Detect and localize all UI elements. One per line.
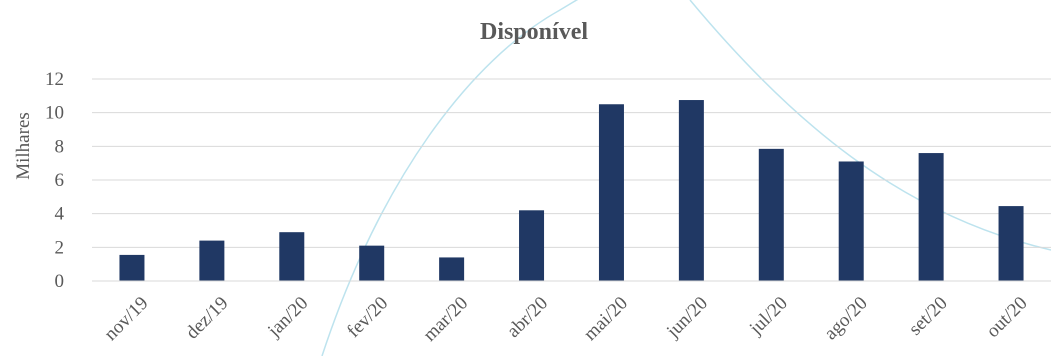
x-tick-label: mai/20 [580, 293, 632, 345]
x-axis-ticks: nov/19 dez/19 jan/20 fev/20 mar/20 abr/20 mai/… [100, 293, 1031, 346]
chart-title: Disponível [480, 19, 588, 45]
background-arc [321, 0, 1051, 356]
bar [758, 148, 784, 281]
bar [119, 254, 145, 281]
x-tick-label: ago/20 [820, 293, 871, 344]
bar [678, 100, 704, 282]
x-tick-label: out/20 [982, 293, 1031, 342]
bar [199, 240, 225, 281]
x-tick-label: nov/19 [100, 293, 152, 345]
y-tick-label: 12 [45, 69, 64, 90]
bar [359, 245, 385, 281]
x-tick-label: jul/20 [745, 293, 792, 340]
bar [998, 206, 1024, 281]
y-tick-label: 6 [55, 170, 65, 191]
x-tick-label: dez/19 [182, 293, 233, 344]
x-tick-label: fev/20 [343, 293, 392, 342]
x-tick-label: jan/20 [263, 293, 312, 342]
y-tick-label: 10 [45, 103, 64, 124]
bar [439, 257, 465, 281]
x-tick-label: mar/20 [419, 293, 472, 346]
bar [598, 104, 624, 281]
bar [918, 153, 944, 281]
y-tick-label: 4 [55, 204, 65, 225]
y-tick-label: 2 [55, 237, 65, 258]
bar [838, 161, 864, 281]
x-tick-label: jun/20 [662, 293, 712, 343]
bar [519, 210, 545, 281]
y-tick-label: 0 [55, 271, 65, 292]
y-axis-ticks: 0 2 4 6 8 10 12 [45, 69, 65, 292]
x-tick-label: abr/20 [503, 293, 552, 342]
y-axis-label: Milhares [13, 112, 34, 180]
bar [279, 232, 305, 281]
x-tick-label: set/20 [905, 293, 952, 340]
bars [119, 100, 1024, 282]
gridlines [92, 78, 1051, 248]
y-tick-label: 8 [55, 136, 65, 157]
